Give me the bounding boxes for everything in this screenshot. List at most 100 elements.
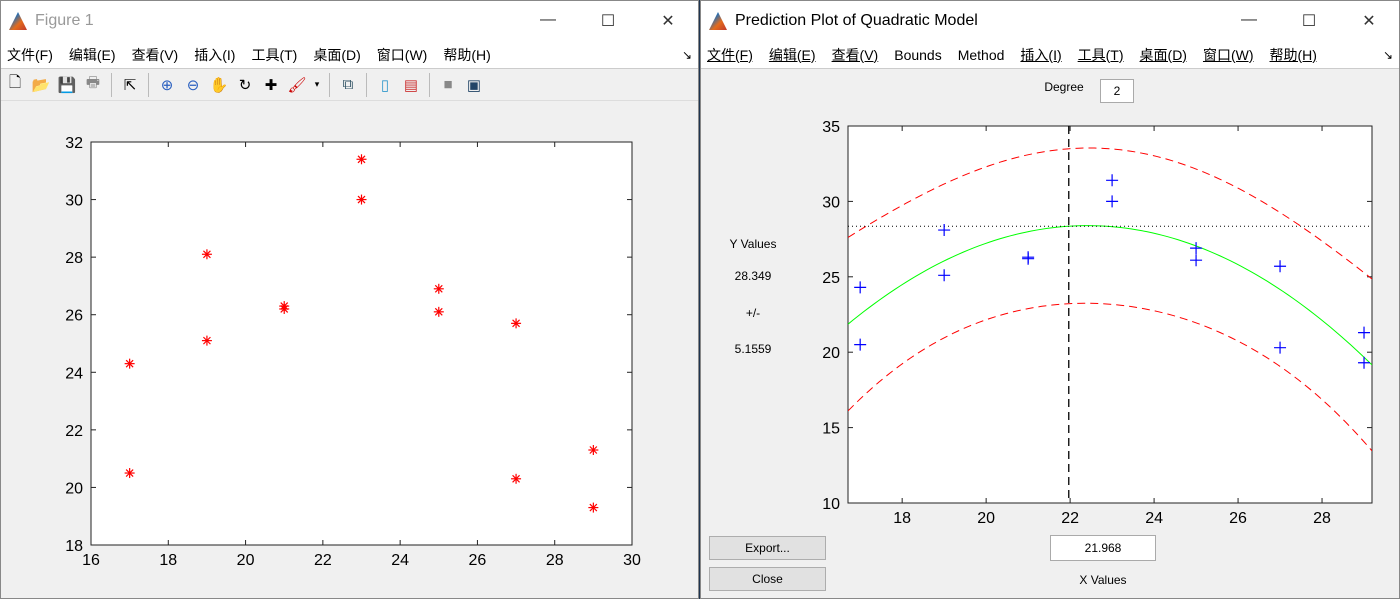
print-icon[interactable]: 🖶 — [85, 74, 101, 91]
x-tick-label: 18 — [159, 552, 177, 569]
x-tick-label: 22 — [314, 552, 332, 569]
data-cursor-icon[interactable]: ✚ — [264, 76, 278, 94]
zoom-out-icon[interactable]: ⊖ — [186, 76, 200, 94]
menu-help[interactable]: 帮助(H) — [1269, 46, 1317, 63]
y-tick-label: 20 — [822, 345, 840, 362]
data-point-star — [201, 249, 212, 260]
data-point-plus — [1190, 254, 1203, 267]
minimize-button[interactable]: — — [540, 11, 556, 28]
y-interval-value: 5.1559 — [734, 342, 772, 356]
menu-bounds[interactable]: Bounds — [894, 46, 942, 63]
link-plot-icon[interactable]: ⧉ — [342, 76, 354, 93]
x-tick-label: 20 — [977, 510, 995, 527]
data-point-plus — [1358, 326, 1371, 339]
degree-input[interactable]: 2 — [1100, 79, 1134, 103]
hide-plot-tools-icon[interactable]: ■ — [443, 76, 453, 93]
x-tick-label: 30 — [623, 552, 641, 569]
menu-tools[interactable]: 工具(T) — [251, 46, 298, 63]
export-button[interactable]: Export... — [709, 536, 826, 560]
toolbar: 🗋 📂 💾 🖶 ⇱ ⊕ ⊖ ✋ ↻ ✚ 🖌 ▾ ⧉ ▯ ▤ ■ ▣ — [1, 69, 698, 101]
menu-desktop[interactable]: 桌面(D) — [1139, 46, 1187, 63]
figure1-window: Figure 1 — ☐ ✕ 文件(F) 编辑(E) 查看(V) 插入(I) 工具(… — [0, 0, 699, 599]
menu-window[interactable]: 窗口(W) — [376, 46, 428, 63]
open-folder-icon[interactable]: 📂 — [31, 76, 51, 94]
x-value-input[interactable]: 21.968 — [1050, 535, 1156, 561]
y-tick-label: 15 — [822, 421, 840, 438]
data-point-plus — [1106, 195, 1119, 208]
menu-edit[interactable]: 编辑(E) — [768, 46, 816, 63]
close-button[interactable]: ✕ — [661, 13, 675, 30]
save-icon[interactable]: 💾 — [57, 76, 77, 94]
menu-insert[interactable]: 插入(I) — [194, 46, 236, 63]
y-tick-label: 26 — [65, 308, 83, 325]
x-tick-label: 24 — [391, 552, 409, 569]
y-tick-label: 35 — [822, 119, 840, 136]
axes-box — [847, 125, 1373, 504]
data-point-star — [433, 306, 444, 317]
fit-curve — [848, 225, 1372, 366]
data-point-star — [588, 502, 599, 513]
data-point-star — [511, 318, 522, 329]
menu-insert[interactable]: 插入(I) — [1020, 46, 1062, 63]
window-title: Prediction Plot of Quadratic Model — [735, 12, 978, 29]
minimize-button[interactable]: — — [1241, 11, 1257, 28]
dock-arrow-icon[interactable]: ↘ — [681, 47, 692, 62]
prediction-plot-window: Prediction Plot of Quadratic Model — ☐ ✕ 文… — [700, 0, 1400, 599]
colorbar-icon[interactable]: ▯ — [380, 76, 390, 94]
menu-file[interactable]: 文件(F) — [7, 46, 53, 63]
menu-window[interactable]: 窗口(W) — [1202, 46, 1254, 63]
y-tick-label: 22 — [65, 423, 83, 440]
close-plot-button[interactable]: Close — [709, 567, 826, 591]
upper-bound-line — [848, 147, 1372, 280]
data-point-star — [279, 303, 290, 314]
data-point-star — [511, 473, 522, 484]
show-plot-tools-icon[interactable]: ▣ — [466, 76, 482, 94]
maximize-button[interactable]: ☐ — [1301, 13, 1317, 30]
data-point-plus — [1358, 356, 1371, 369]
menu-bar: 文件(F) 编辑(E) 查看(V) Bounds Method 插入(I) 工具… — [701, 41, 1399, 69]
rotate-3d-icon[interactable]: ↻ — [238, 76, 252, 94]
pan-hand-icon[interactable]: ✋ — [209, 76, 229, 94]
legend-icon[interactable]: ▤ — [403, 76, 419, 94]
pointer-icon[interactable]: ⇱ — [123, 76, 137, 94]
degree-label: Degree — [1044, 80, 1084, 94]
axes-box — [90, 141, 633, 546]
data-point-plus — [854, 338, 867, 351]
data-point-plus — [1274, 260, 1287, 273]
data-point-star — [588, 445, 599, 456]
y-tick-label: 30 — [822, 194, 840, 211]
menu-view[interactable]: 查看(V) — [131, 46, 179, 63]
matlab-logo-icon — [709, 12, 727, 30]
brush-icon[interactable]: 🖌 — [287, 76, 307, 94]
matlab-logo-icon — [9, 12, 27, 30]
maximize-button[interactable]: ☐ — [600, 13, 616, 30]
menu-tools[interactable]: 工具(T) — [1077, 46, 1124, 63]
y-tick-label: 25 — [822, 270, 840, 287]
menu-help[interactable]: 帮助(H) — [443, 46, 491, 63]
x-tick-label: 16 — [82, 552, 100, 569]
window-title: Figure 1 — [35, 12, 94, 29]
lower-bound-line — [848, 302, 1372, 452]
data-point-star — [124, 468, 135, 479]
data-point-star — [433, 283, 444, 294]
new-file-icon[interactable]: 🗋 — [8, 74, 22, 91]
menu-edit[interactable]: 编辑(E) — [68, 46, 116, 63]
close-button[interactable]: ✕ — [1362, 13, 1376, 30]
prediction-plot[interactable]: 18 20 22 24 26 28 10 15 20 25 30 35 — [701, 111, 1399, 531]
title-bar: Figure 1 — ☐ ✕ — [1, 1, 698, 41]
x-tick-label: 28 — [1313, 510, 1331, 527]
brush-dropdown-icon[interactable]: ▾ — [314, 79, 320, 89]
dock-arrow-icon[interactable]: ↘ — [1382, 47, 1393, 62]
menu-desktop[interactable]: 桌面(D) — [313, 46, 361, 63]
menu-view[interactable]: 查看(V) — [831, 46, 879, 63]
y-values-label: Y Values — [729, 237, 777, 251]
data-point-star — [201, 335, 212, 346]
menu-method[interactable]: Method — [957, 46, 1005, 63]
y-tick-label: 28 — [65, 250, 83, 267]
y-tick-label: 20 — [65, 480, 83, 497]
data-point-plus — [1022, 252, 1035, 265]
zoom-in-icon[interactable]: ⊕ — [160, 76, 174, 94]
menu-file[interactable]: 文件(F) — [707, 46, 753, 63]
y-value: 28.349 — [734, 269, 772, 283]
plus-minus-label: +/- — [745, 306, 761, 320]
